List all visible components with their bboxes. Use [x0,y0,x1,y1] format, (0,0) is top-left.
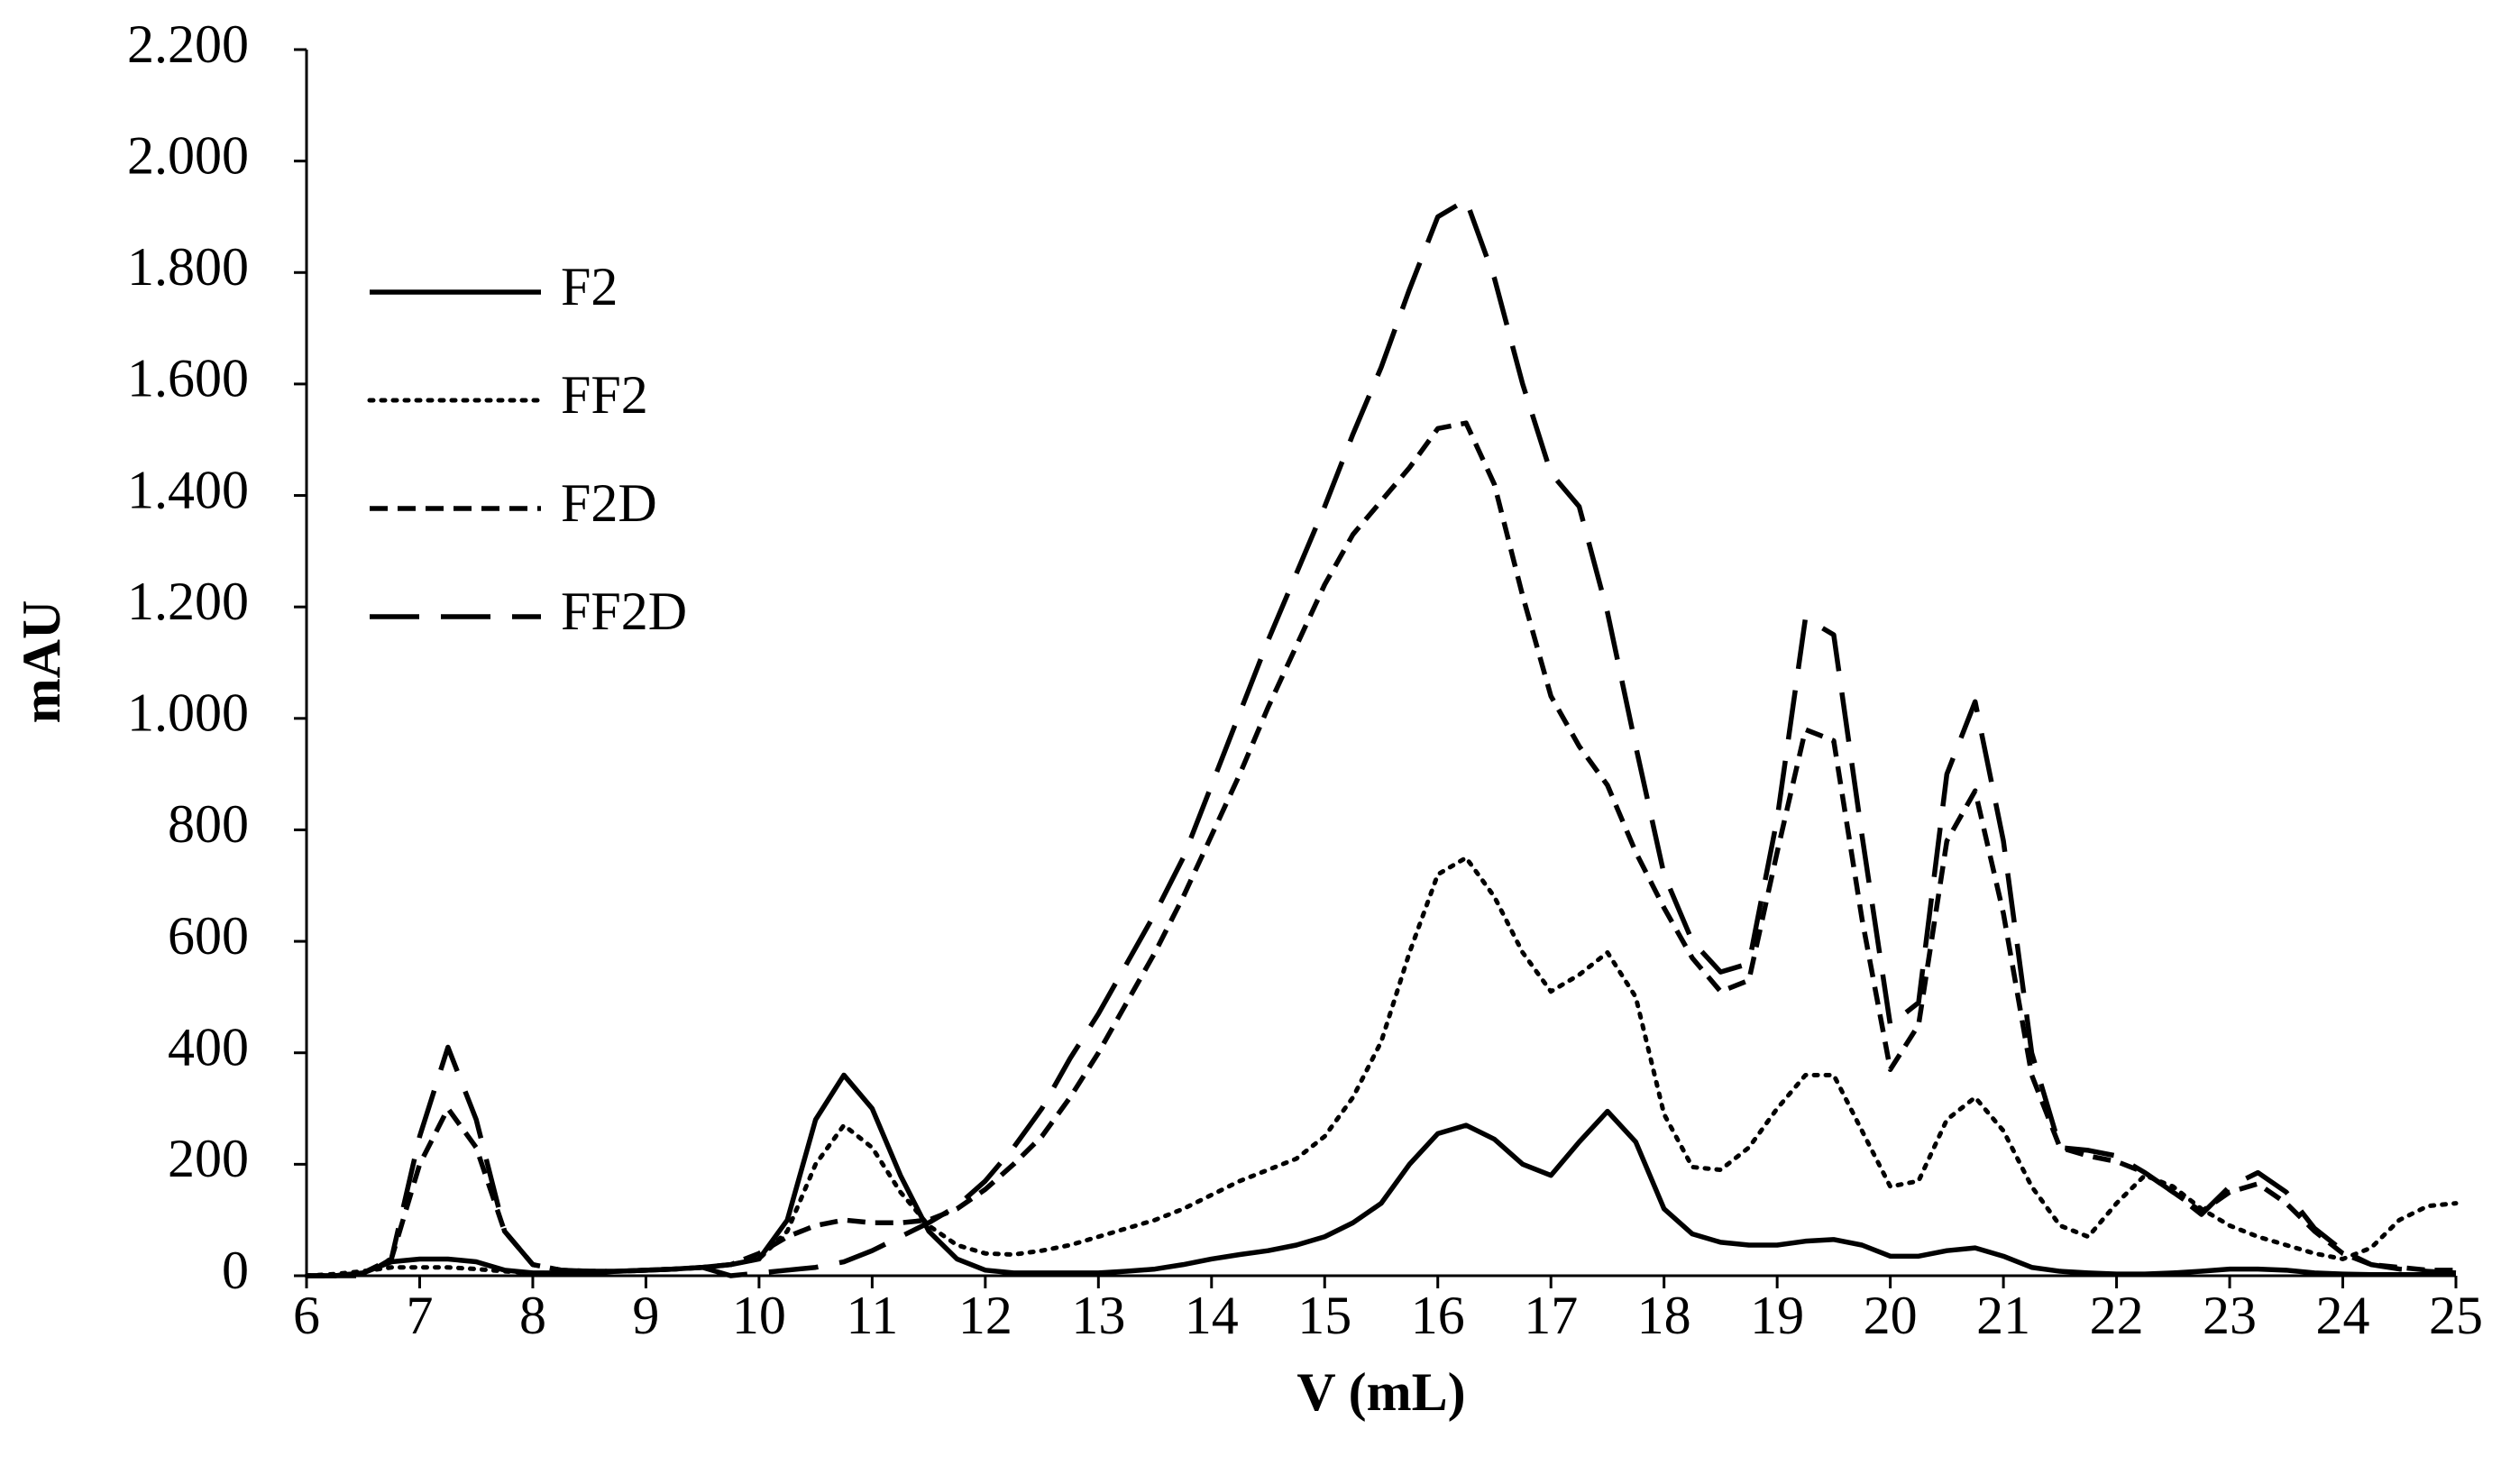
y-tick-label: 2.200 [127,14,249,74]
legend-label: F2D [561,473,657,533]
legend-label: FF2D [561,582,687,641]
x-tick-label: 25 [2429,1286,2483,1345]
x-tick-label: 17 [1524,1286,1578,1345]
x-tick-label: 21 [1976,1286,2030,1345]
y-tick-label: 2.000 [127,125,249,185]
x-axis-title: V (mL) [1296,1362,1465,1422]
x-tick-label: 16 [1411,1286,1465,1345]
y-tick-label: 0 [222,1241,249,1300]
x-tick-label: 13 [1071,1286,1125,1345]
x-tick-label: 23 [2203,1286,2257,1345]
x-tick-label: 15 [1297,1286,1351,1345]
x-tick-label: 10 [732,1286,786,1345]
series-line [304,855,2459,1278]
x-tick-label: 22 [2090,1286,2144,1345]
x-tick-label: 7 [406,1286,433,1345]
x-tick-label: 24 [2316,1286,2370,1345]
x-tick-label: 12 [958,1286,1012,1345]
y-tick-label: 1.200 [127,572,249,631]
x-tick-label: 18 [1637,1286,1691,1345]
x-tick-label: 11 [846,1286,898,1345]
x-tick-label: 6 [293,1286,320,1345]
y-tick-label: 1.400 [127,460,249,519]
y-tick-label: 1.800 [127,237,249,297]
x-tick-label: 9 [632,1286,659,1345]
y-tick-label: 1.000 [127,683,249,743]
legend-label: FF2 [561,365,648,425]
x-tick-label: 20 [1864,1286,1918,1345]
series-line [307,1072,2456,1278]
x-tick-label: 8 [519,1286,546,1345]
series-line [307,197,2457,1278]
y-tick-label: 600 [168,906,249,966]
x-tick-label: 14 [1185,1286,1239,1345]
y-tick-label: 1.600 [127,349,249,408]
y-tick-label: 200 [168,1129,249,1188]
x-tick-label: 19 [1750,1286,1804,1345]
y-axis-title: mAU [12,600,71,724]
y-tick-label: 800 [168,794,249,854]
y-tick-label: 400 [168,1017,249,1076]
series-line [307,420,2456,1278]
legend-label: F2 [561,257,618,316]
